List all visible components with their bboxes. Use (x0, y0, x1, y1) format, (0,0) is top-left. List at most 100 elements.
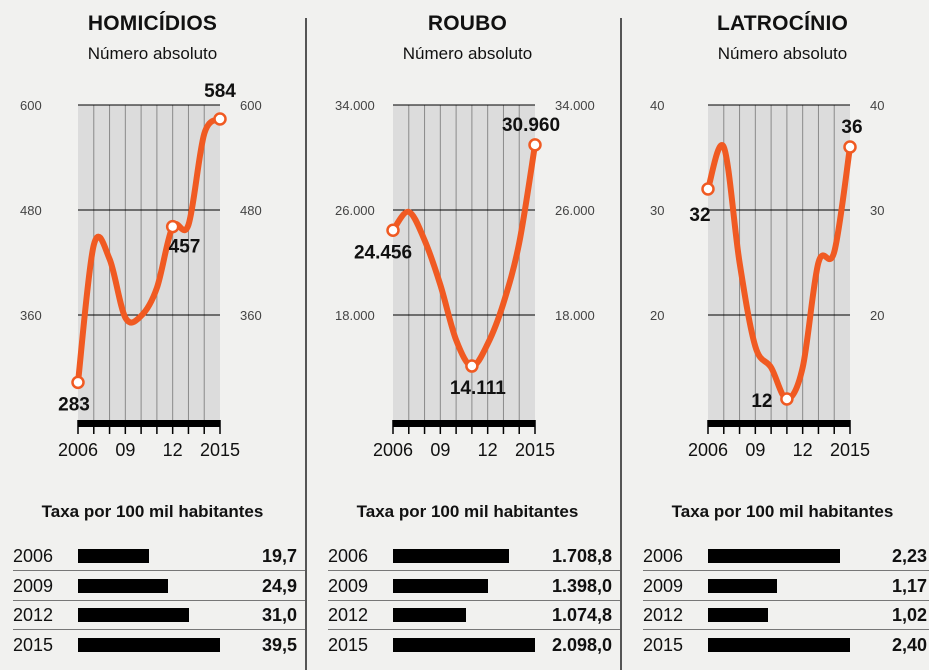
data-point-marker (386, 223, 400, 238)
rate-value: 39,5 (261, 634, 297, 655)
rate-title: Taxa por 100 mil habitantes (41, 502, 264, 521)
x-tick-label: 09 (745, 440, 765, 460)
rate-row: 2015 2,40 (630, 632, 929, 660)
rate-bar (393, 637, 535, 652)
y-tick-label-right: 26.000 (555, 203, 595, 218)
rate-row: 2015 2.098,0 (315, 632, 620, 660)
rate-bar (393, 578, 488, 593)
plot-background (393, 105, 535, 420)
x-tick-label: 2006 (58, 440, 98, 460)
x-tick-label: 12 (478, 440, 498, 460)
x-axis-baseline (78, 420, 220, 427)
rate-row: 2015 39,5 (0, 632, 305, 660)
data-point-marker (213, 112, 227, 126)
data-point-marker (780, 392, 794, 406)
rate-bar (708, 578, 778, 593)
rate-year: 2015 (13, 634, 54, 655)
rate-title: Taxa por 100 mil habitantes (671, 502, 894, 521)
panel-homicidios: HOMICÍDIOS Número absoluto 600 600 480 480 3… (0, 0, 305, 670)
y-tick-label-right: 40 (870, 98, 884, 113)
rate-bar (393, 608, 466, 622)
panel-latrocinio: LATROCÍNIO Número absoluto 40 40 30 30 20 20 2… (630, 0, 929, 670)
rate-bar (708, 637, 850, 652)
line-chart: 600 600 480 480 360 360 2006 09 12 2015 283 457 584 (20, 81, 262, 460)
y-tick-label-left: 30 (650, 203, 664, 218)
x-tick-label: 2006 (373, 440, 413, 460)
chart-title: LATROCÍNIO (716, 12, 849, 35)
x-tick-label: 12 (163, 440, 183, 460)
series-line (390, 141, 538, 370)
panel-roubo: ROUBO Número absoluto 34.000 34.000 26.000… (315, 0, 620, 670)
plot-background (78, 105, 220, 420)
chart-title: ROUBO (427, 12, 508, 35)
rate-value: 31,0 (261, 605, 297, 625)
row-divider (328, 570, 620, 571)
rate-row: 2009 1.398,0 (315, 573, 620, 601)
chart-subtitle: Número absoluto (717, 44, 848, 63)
data-point-marker (701, 182, 715, 196)
rate-bar (708, 549, 840, 563)
y-tick-label-left: 26.000 (335, 203, 375, 218)
panel-divider-2 (620, 18, 622, 670)
x-tick-label: 2015 (830, 440, 870, 460)
y-tick-label-left: 18.000 (335, 308, 375, 323)
x-tick-label: 09 (115, 440, 135, 460)
x-axis-baseline (708, 420, 850, 427)
data-point-marker (71, 375, 85, 390)
rate-bar (78, 637, 220, 652)
data-point-label: 584 (204, 81, 236, 102)
rate-year: 2012 (328, 605, 369, 625)
x-tick-label: 2006 (688, 440, 728, 460)
series-line (705, 141, 853, 402)
rate-value: 2,23 (891, 546, 927, 566)
rate-value: 19,7 (261, 546, 297, 566)
y-tick-label-right: 600 (240, 98, 262, 113)
row-divider (328, 599, 620, 601)
rate-year: 2009 (13, 575, 54, 596)
row-divider (13, 629, 305, 630)
data-point-marker (528, 138, 542, 152)
x-tick-label: 2015 (200, 440, 240, 460)
rate-value: 1.074,8 (551, 605, 612, 625)
rate-bar (708, 608, 769, 622)
rate-row: 2009 24,9 (0, 573, 305, 601)
row-divider (643, 570, 929, 571)
rate-title: Taxa por 100 mil habitantes (356, 502, 579, 521)
rate-value: 24,9 (261, 575, 297, 596)
rate-year: 2015 (643, 634, 684, 655)
x-axis-baseline (393, 420, 535, 427)
y-tick-label-left: 40 (650, 98, 664, 113)
chart-title: HOMICÍDIOS (87, 12, 218, 35)
rate-year: 2006 (13, 546, 54, 566)
rate-year: 2006 (328, 546, 369, 566)
chart-subtitle: Número absoluto (402, 44, 533, 63)
rate-bar (78, 608, 190, 622)
rate-bar (78, 578, 168, 593)
row-divider (328, 629, 620, 630)
rate-year: 2012 (13, 605, 54, 625)
y-tick-label-left: 480 (20, 203, 42, 218)
rate-row: 2012 1,02 (630, 602, 929, 630)
panel-divider-1 (305, 18, 307, 670)
rate-value: 2,40 (891, 634, 927, 655)
rate-row: 2006 2,23 (630, 543, 929, 571)
y-tick-label-right: 18.000 (555, 308, 595, 323)
rate-value: 1,02 (891, 605, 927, 625)
data-point-label: 457 (169, 237, 201, 258)
rate-bar (78, 549, 149, 563)
y-tick-label-right: 34.000 (555, 98, 595, 113)
row-divider (643, 629, 929, 630)
rate-row: 2006 1.708,8 (315, 543, 620, 571)
data-point-label: 283 (58, 394, 90, 415)
y-tick-label-left: 360 (20, 308, 42, 323)
rate-value: 2.098,0 (551, 634, 612, 655)
y-tick-label-right: 30 (870, 203, 884, 218)
x-tick-label: 2015 (515, 440, 555, 460)
rate-year: 2006 (643, 546, 684, 566)
rate-value: 1.708,8 (551, 546, 612, 566)
y-tick-label-left: 600 (20, 98, 42, 113)
y-tick-label-right: 360 (240, 308, 262, 323)
rate-year: 2009 (328, 575, 369, 596)
data-point-label: 24.456 (354, 242, 412, 263)
rate-value: 1.398,0 (551, 575, 612, 596)
